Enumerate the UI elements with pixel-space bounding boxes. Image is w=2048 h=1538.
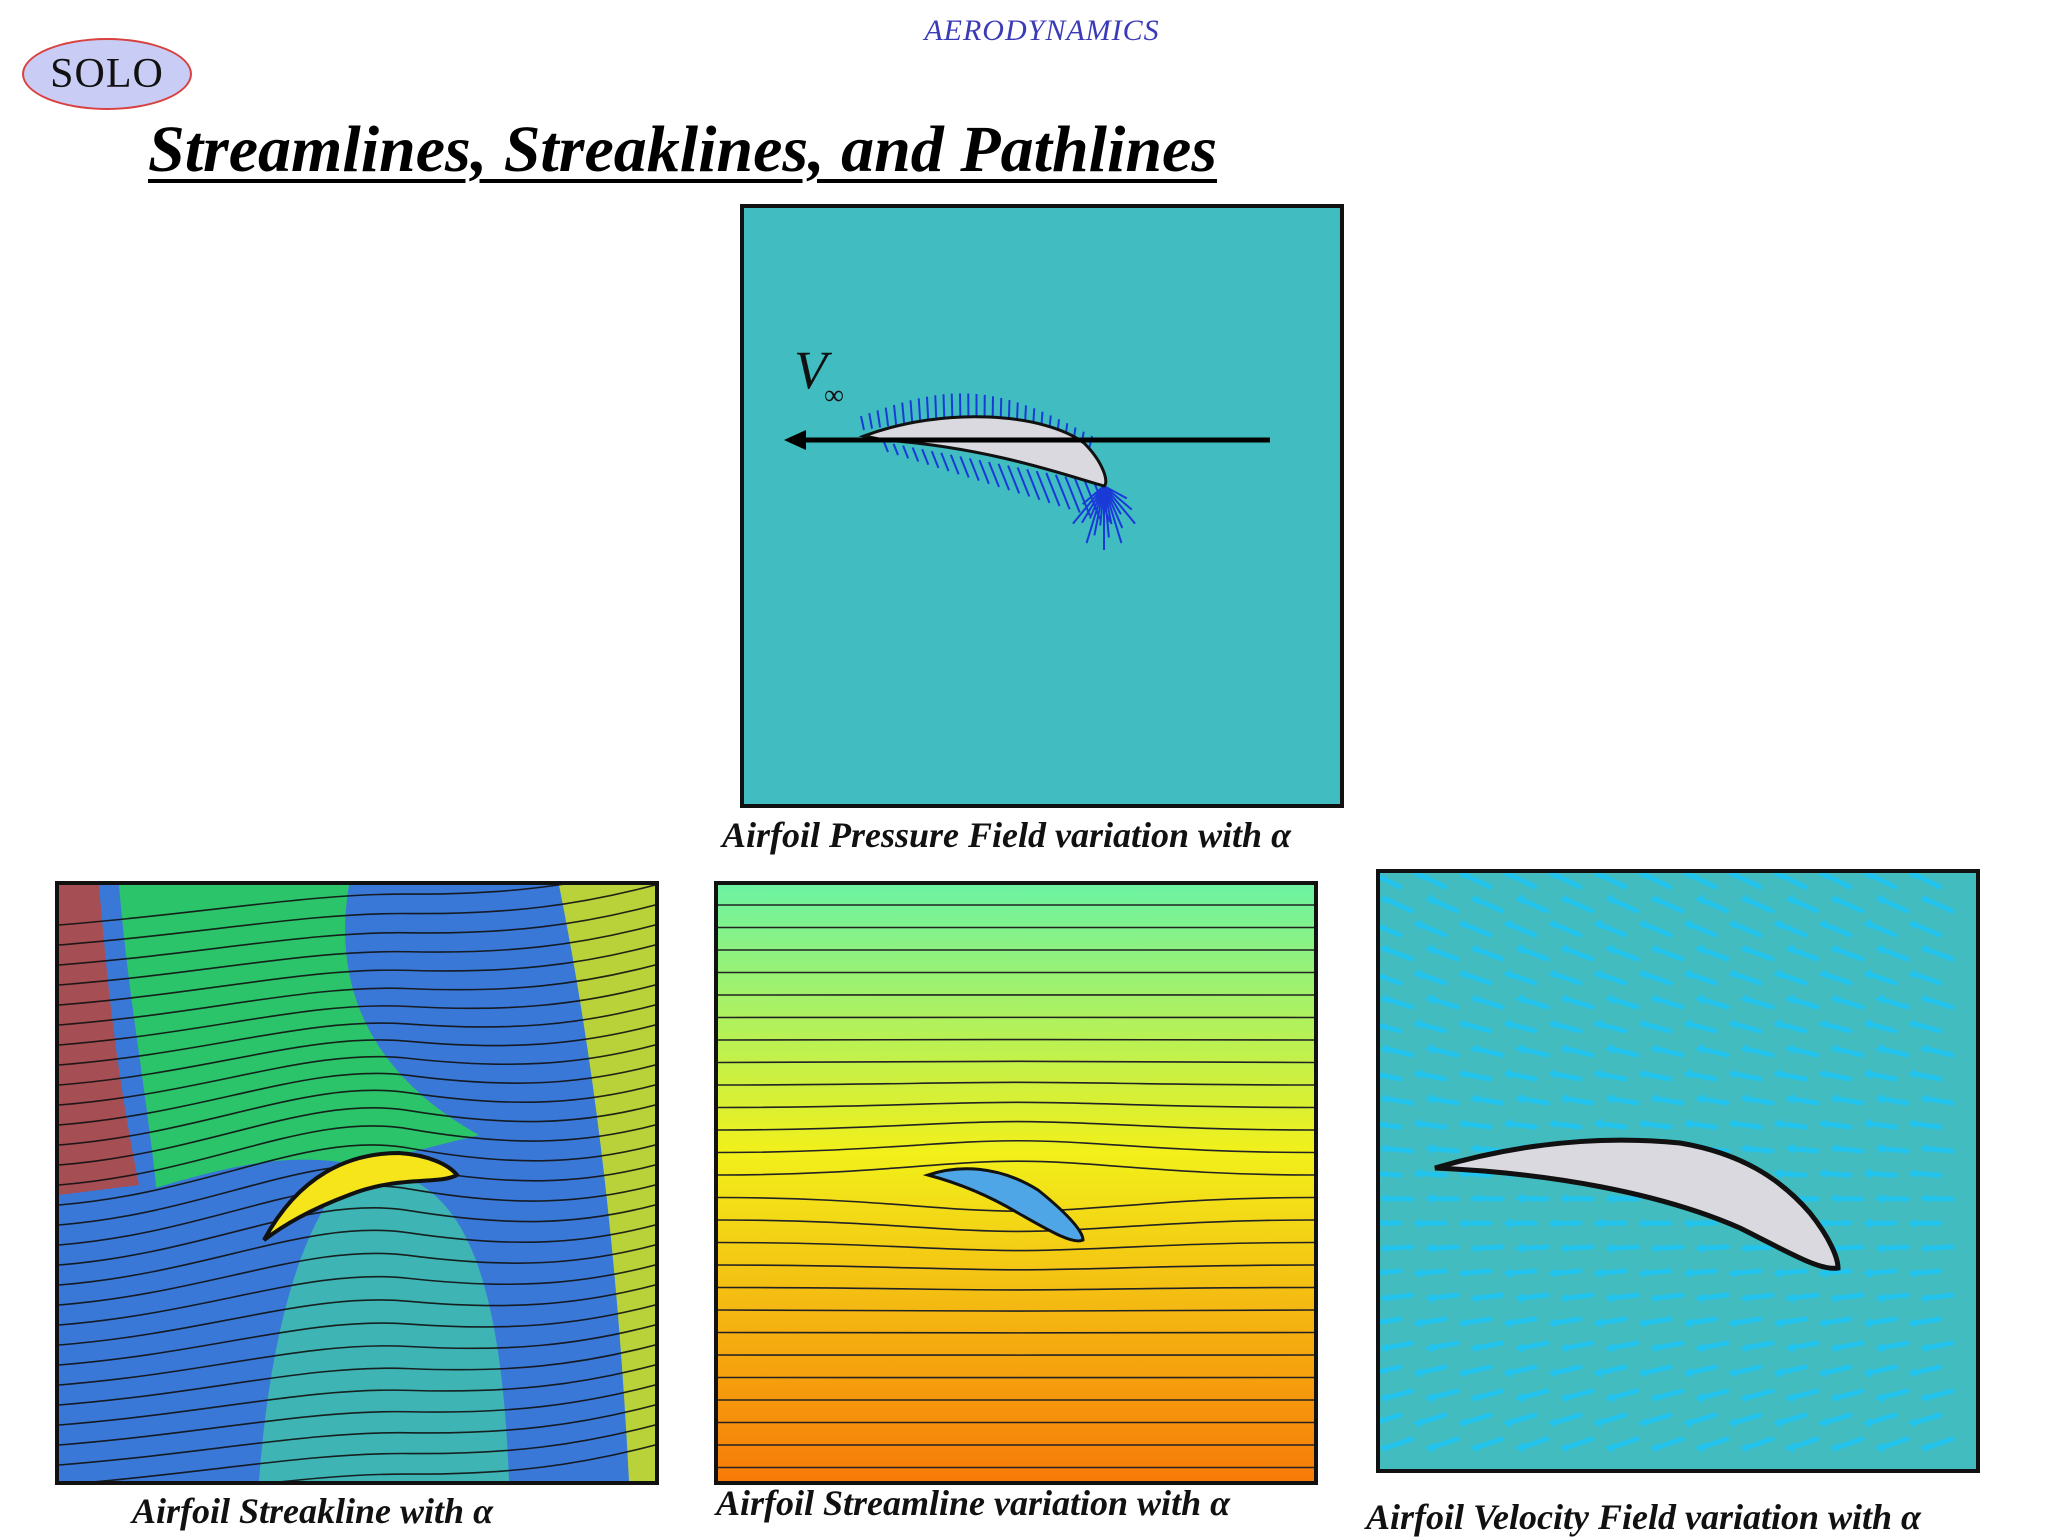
velocity-arrow xyxy=(1566,1198,1592,1199)
velocity-arrow xyxy=(1824,1124,1850,1127)
velocity-arrow xyxy=(1419,1271,1445,1273)
velocity-arrow xyxy=(1656,1247,1682,1248)
velocity-arrow xyxy=(1431,1295,1457,1298)
velocity-arrow xyxy=(1566,1295,1592,1298)
velocity-arrow xyxy=(1914,1271,1940,1273)
velocity-arrow xyxy=(1779,1271,1805,1273)
velocity-arrow xyxy=(1644,1271,1670,1273)
velocity-arrow xyxy=(1656,1295,1682,1298)
velocity-arrow xyxy=(1386,1149,1412,1151)
velocity-arrow xyxy=(1779,1124,1805,1127)
velocity-arrow xyxy=(1521,1198,1547,1199)
velocity-arrow xyxy=(1509,1271,1535,1273)
velocity-arrow xyxy=(1611,1295,1637,1298)
velocity-arrow xyxy=(1599,1271,1625,1273)
velocity-arrow xyxy=(1566,1247,1592,1248)
velocity-arrow xyxy=(1881,1247,1907,1248)
velocity-arrow xyxy=(1881,1295,1907,1298)
velocity-arrow xyxy=(1644,1124,1670,1127)
pressure-field-plot: V ∞ xyxy=(744,208,1340,804)
page-title: Streamlines, Streaklines, and Pathlines xyxy=(148,112,1217,188)
velocity-arrow xyxy=(1836,1198,1862,1199)
streamline-caption: Airfoil Streamline variation with α xyxy=(716,1482,1230,1524)
velocity-arrow xyxy=(1791,1295,1817,1298)
velocity-arrow xyxy=(1521,1247,1547,1248)
velocity-arrow xyxy=(1746,1149,1772,1151)
velocity-arrow xyxy=(1476,1247,1502,1248)
pressure-field-caption: Airfoil Pressure Field variation with α xyxy=(722,814,1291,856)
velocity-arrow xyxy=(1689,1271,1715,1273)
velocity-arrow xyxy=(1380,1174,1400,1175)
velocity-arrow xyxy=(1734,1124,1760,1127)
velocity-arrow xyxy=(1926,1295,1952,1298)
velocity-arrow xyxy=(1824,1174,1850,1175)
velocity-arrow xyxy=(1386,1198,1412,1199)
velocity-arrow xyxy=(1734,1271,1760,1273)
velocity-arrow xyxy=(1431,1247,1457,1248)
velocity-arrow xyxy=(1836,1295,1862,1298)
velocity-arrow xyxy=(1914,1124,1940,1127)
velocity-subscript: ∞ xyxy=(824,380,844,411)
velocity-arrow xyxy=(1914,1174,1940,1175)
velocity-arrow xyxy=(1881,1149,1907,1151)
streamline-plot xyxy=(718,885,1314,1481)
streakline-plot xyxy=(59,885,655,1481)
velocity-arrow xyxy=(1746,1295,1772,1298)
velocity-arrow xyxy=(1380,1271,1400,1273)
section-header: AERODYNAMICS xyxy=(0,14,2048,48)
pressure-vector xyxy=(927,397,928,422)
velocity-arrow xyxy=(1836,1149,1862,1151)
velocity-arrow xyxy=(1881,1198,1907,1199)
velocity-arrow xyxy=(1869,1124,1895,1127)
velocity-arrow xyxy=(1386,1247,1412,1248)
velocity-arrow xyxy=(1476,1295,1502,1298)
velocity-arrow xyxy=(1554,1271,1580,1273)
velocity-arrow xyxy=(1791,1149,1817,1151)
velocity-arrow xyxy=(1926,1198,1952,1199)
streamline-figure xyxy=(714,881,1318,1485)
velocity-arrow xyxy=(1509,1124,1535,1127)
velocity-arrow xyxy=(1824,1271,1850,1273)
velocity-arrow xyxy=(1464,1271,1490,1273)
streakline-figure xyxy=(55,881,659,1485)
velocity-arrow xyxy=(1836,1247,1862,1248)
velocity-arrow xyxy=(1611,1247,1637,1248)
velocity-arrow xyxy=(1431,1198,1457,1199)
velocity-arrow xyxy=(1554,1124,1580,1127)
velocity-arrow xyxy=(1521,1295,1547,1298)
velocity-field-caption: Airfoil Velocity Field variation with α xyxy=(1366,1496,1921,1538)
velocity-arrow xyxy=(1689,1124,1715,1127)
velocity-arrow xyxy=(1380,1124,1400,1127)
pressure-field-figure: V ∞ xyxy=(740,204,1344,808)
velocity-field-figure xyxy=(1376,869,1980,1473)
velocity-arrow xyxy=(1869,1174,1895,1175)
velocity-arrow xyxy=(1419,1174,1445,1175)
velocity-arrow xyxy=(1431,1149,1457,1151)
velocity-arrow xyxy=(1476,1198,1502,1199)
solo-logo-badge: SOLO xyxy=(22,38,192,110)
velocity-arrow xyxy=(1869,1271,1895,1273)
velocity-arrow xyxy=(1746,1247,1772,1248)
velocity-arrow xyxy=(1419,1124,1445,1127)
velocity-arrow xyxy=(1926,1149,1952,1151)
velocity-arrow xyxy=(1701,1247,1727,1248)
velocity-arrow xyxy=(1386,1295,1412,1298)
velocity-arrow xyxy=(1779,1174,1805,1175)
velocity-arrow xyxy=(1464,1174,1490,1175)
velocity-arrow xyxy=(1464,1124,1490,1127)
streakline-caption: Airfoil Streakline with α xyxy=(132,1490,493,1532)
velocity-arrow xyxy=(1611,1198,1637,1199)
pressure-field-background xyxy=(744,208,1340,804)
velocity-arrow xyxy=(1599,1124,1625,1127)
velocity-arrow xyxy=(1701,1295,1727,1298)
velocity-arrow xyxy=(1926,1247,1952,1248)
velocity-field-plot xyxy=(1380,873,1976,1469)
